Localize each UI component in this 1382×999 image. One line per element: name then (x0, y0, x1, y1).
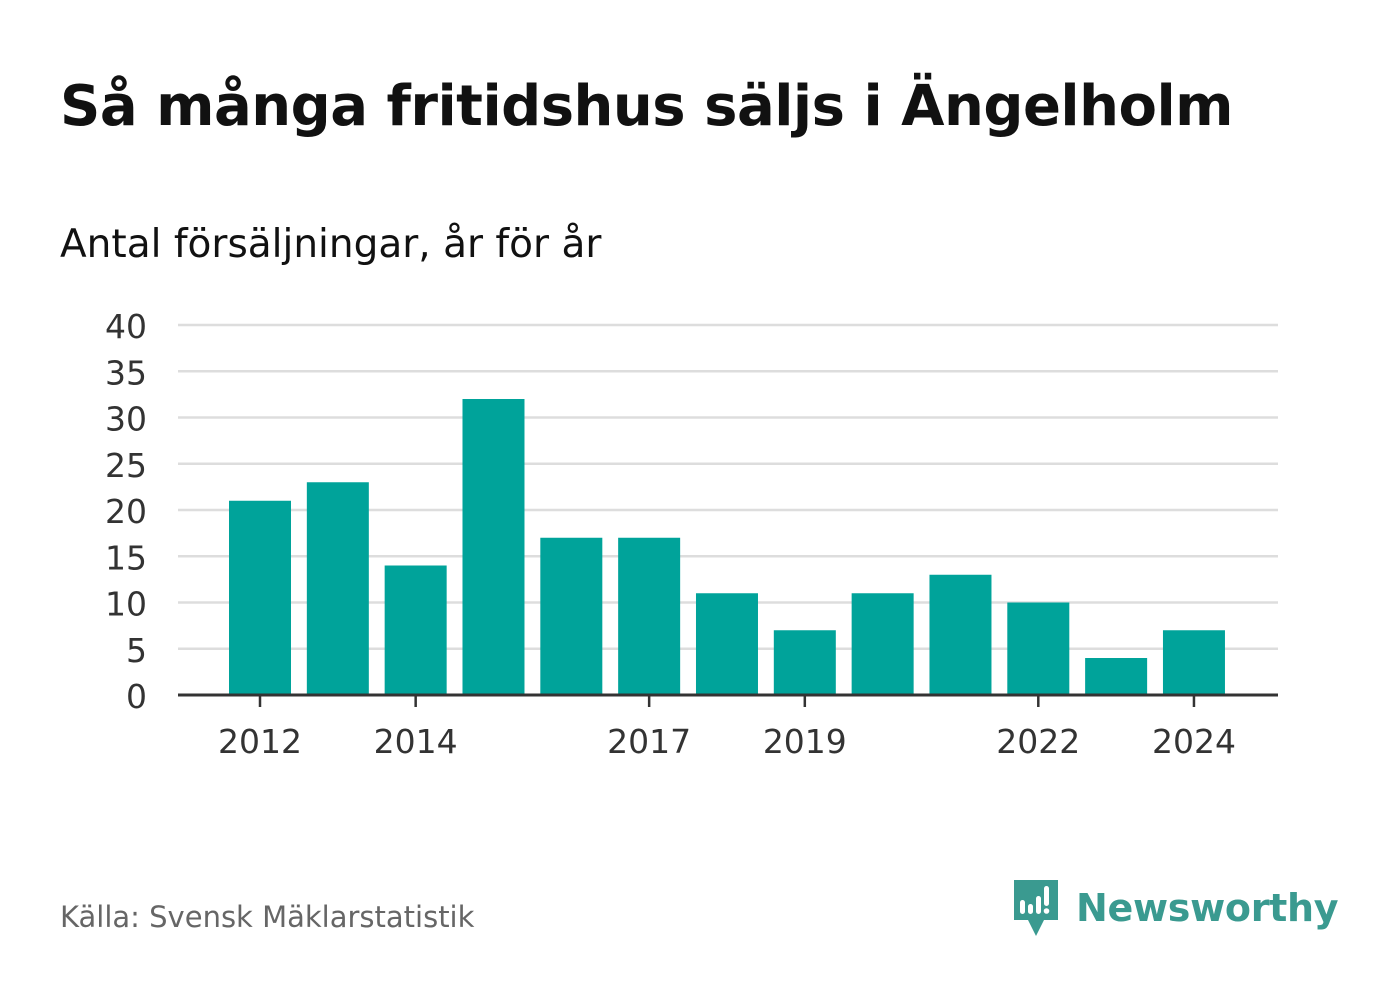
bar-2016 (540, 537, 603, 695)
y-tick-label: 40 (105, 307, 147, 346)
x-tick-labels: 2012 2014 2017 2019 2022 2024 (218, 695, 1236, 761)
bar-2023 (1085, 658, 1148, 695)
y-tick-label: 25 (105, 446, 147, 485)
bar-2018 (695, 593, 758, 695)
brand-name: Newsworthy (1076, 886, 1339, 930)
chart-subtitle: Antal försäljningar, år för år (60, 222, 602, 267)
x-tick-label: 2022 (996, 722, 1080, 761)
x-tick-label: 2024 (1152, 722, 1236, 761)
y-tick-label: 10 (105, 585, 147, 624)
bar-chart: 0 5 10 15 20 25 30 35 40 2012 2014 2017 2019 2022 202… (105, 307, 1278, 761)
y-tick-label: 15 (105, 538, 147, 577)
bar-2013 (306, 482, 369, 695)
y-tick-label: 30 (105, 400, 147, 439)
source-note: Källa: Svensk Mäklarstatistik (60, 900, 475, 934)
newsworthy-logo-icon (1014, 880, 1058, 936)
x-tick-label: 2019 (763, 722, 847, 761)
bar-2022 (1007, 602, 1070, 695)
bar-2024 (1162, 630, 1225, 695)
bar-2020 (851, 593, 914, 695)
y-tick-labels: 0 5 10 15 20 25 30 35 40 (105, 307, 147, 716)
chart-title: Så många fritidshus säljs i Ängelholm (60, 74, 1234, 139)
bar-2015 (462, 399, 525, 695)
newsworthy-logo: Newsworthy (1010, 878, 1339, 938)
y-tick-label: 5 (126, 631, 147, 670)
y-tick-label: 20 (105, 492, 147, 531)
bar-2019 (773, 630, 836, 695)
bars (229, 399, 1225, 695)
bar-2014 (384, 565, 447, 695)
x-tick-label: 2017 (607, 722, 691, 761)
x-tick-label: 2012 (218, 722, 302, 761)
y-tick-label: 0 (126, 677, 147, 716)
y-tick-label: 35 (105, 353, 147, 392)
bar-2017 (618, 537, 681, 695)
bar-2012 (229, 500, 291, 695)
bar-2021 (929, 574, 992, 695)
x-tick-label: 2014 (374, 722, 458, 761)
